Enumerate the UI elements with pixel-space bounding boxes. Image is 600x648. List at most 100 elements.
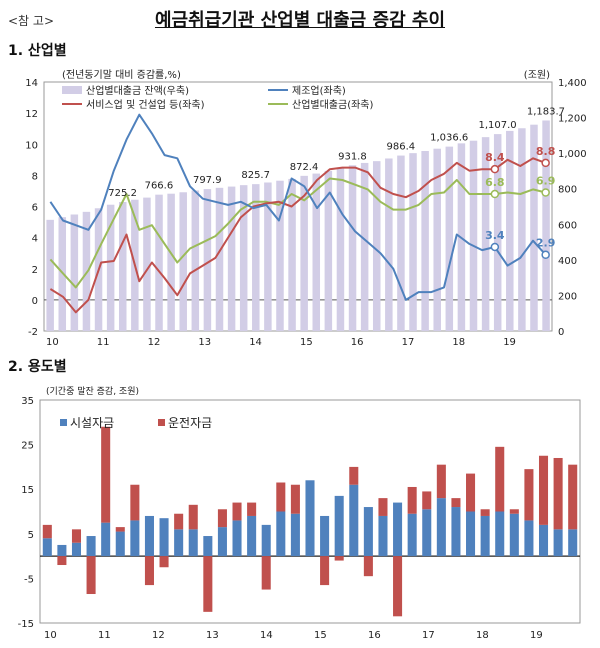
left-tick-label: 2 <box>32 265 38 276</box>
operating-bar <box>217 509 227 528</box>
manufacturing-line <box>49 113 547 301</box>
balance-data-label: 825.7 <box>241 170 270 181</box>
operating-bar <box>276 482 286 512</box>
facility-bar <box>363 507 373 557</box>
left-tick-label: 14 <box>25 78 38 89</box>
operating-bar <box>57 556 67 566</box>
facility-bar <box>188 529 198 557</box>
balance-data-label: 1,107.0 <box>478 120 516 131</box>
facility-bar <box>159 518 169 557</box>
operating-bar <box>130 484 140 521</box>
facility-bar <box>509 513 519 557</box>
operating-bar <box>86 556 96 595</box>
x-tick-label: 18 <box>476 630 489 641</box>
balance-bar <box>288 178 296 331</box>
balance-data-label: 797.9 <box>193 175 222 186</box>
axis-unit: (기간중 말잔 증감, 조원) <box>46 385 139 397</box>
balance-data-label: 1,183.7 <box>527 106 565 117</box>
operating-bar <box>261 556 271 590</box>
balance-bar <box>252 184 260 331</box>
balance-bar <box>179 192 187 331</box>
balance-bar <box>106 204 115 331</box>
facility-bar <box>276 511 286 557</box>
balance-bar <box>336 168 345 331</box>
facility-bar <box>247 515 257 557</box>
facility-bar <box>101 522 111 557</box>
x-tick-label: 13 <box>198 337 211 348</box>
operating-bar <box>393 556 403 617</box>
balance-data-label: 725.2 <box>108 188 137 199</box>
left-tick-label: 4 <box>32 234 38 245</box>
facility-bar <box>144 515 154 557</box>
facility-bar <box>393 502 403 557</box>
operating-bar <box>422 491 432 510</box>
legend: 산업별대출금 잔액(우축) 서비스업 및 건설업 등(좌축) 제조업(좌축) 산… <box>62 84 374 111</box>
left-axis-unit: (전년동기말 대비 증감률,%) <box>62 69 181 81</box>
facility-bar <box>495 511 505 557</box>
facility-bar <box>290 513 300 557</box>
left-tick-label: 6 <box>32 203 38 214</box>
legend-label-service: 서비스업 및 건설업 등(좌축) <box>86 98 205 111</box>
facility-bar <box>174 529 184 557</box>
balance-bar <box>167 193 175 331</box>
balance-bar <box>118 202 127 331</box>
operating-bar <box>320 556 330 586</box>
facility-bar <box>217 527 227 557</box>
right-tick-label: 1,400 <box>558 78 587 89</box>
service-point-b-label: 8.8 <box>536 145 556 158</box>
plot-area-frame <box>43 81 553 332</box>
balance-bar <box>409 153 417 331</box>
operating-bar <box>159 556 169 568</box>
x-tick-label: 19 <box>530 630 543 641</box>
operating-bar <box>407 486 417 514</box>
operating-bar <box>349 466 359 485</box>
operating-bar <box>247 502 257 516</box>
operating-bar <box>71 529 82 543</box>
total-point-a-marker <box>490 189 500 199</box>
operating-bar <box>232 502 242 521</box>
balance-bar <box>46 219 54 331</box>
mfg-point-b-marker <box>541 250 550 259</box>
right-tick-label: 0 <box>558 327 564 338</box>
balance-bar <box>372 161 381 331</box>
facility-bar <box>538 524 549 557</box>
operating-bar <box>203 556 213 612</box>
facility-bar <box>86 536 96 557</box>
x-tick-label: 17 <box>422 630 435 641</box>
balance-bar <box>530 124 538 331</box>
facility-bar <box>71 542 82 557</box>
facility-bar <box>378 515 388 557</box>
operating-bar <box>524 469 534 521</box>
balance-bar <box>433 148 441 331</box>
balance-bar <box>348 165 357 331</box>
reference-tag: <참 고> <box>8 14 55 28</box>
facility-bar <box>305 480 315 557</box>
plot-area-frame <box>39 399 581 624</box>
operating-bar <box>144 556 154 586</box>
operating-bar <box>378 498 388 516</box>
balance-bar <box>506 130 514 331</box>
balance-bar <box>542 120 550 331</box>
facility-bar <box>349 484 359 557</box>
balance-bar <box>445 146 454 331</box>
facility-bar <box>115 531 125 557</box>
facility-bar <box>524 520 534 557</box>
balance-data-label: 766.6 <box>145 181 174 192</box>
operating-bar <box>553 457 563 530</box>
mfg-point-a-label: 3.4 <box>485 229 505 242</box>
facility-bar <box>334 495 344 557</box>
left-tick-label: 10 <box>25 140 38 151</box>
operating-bar <box>451 498 461 508</box>
right-tick-label: 1,200 <box>558 114 587 125</box>
right-tick-label: 1,000 <box>558 149 587 160</box>
facility-bar <box>42 538 52 557</box>
operating-bar <box>42 524 52 539</box>
facility-bar <box>320 515 330 557</box>
facility-bar <box>480 515 490 557</box>
facility-bar <box>451 507 461 557</box>
x-tick-label: 11 <box>97 337 110 348</box>
balance-data-label: 986.4 <box>386 142 415 153</box>
operating-bar <box>363 556 373 577</box>
balance-bar <box>191 190 200 331</box>
balance-bar <box>155 194 163 331</box>
